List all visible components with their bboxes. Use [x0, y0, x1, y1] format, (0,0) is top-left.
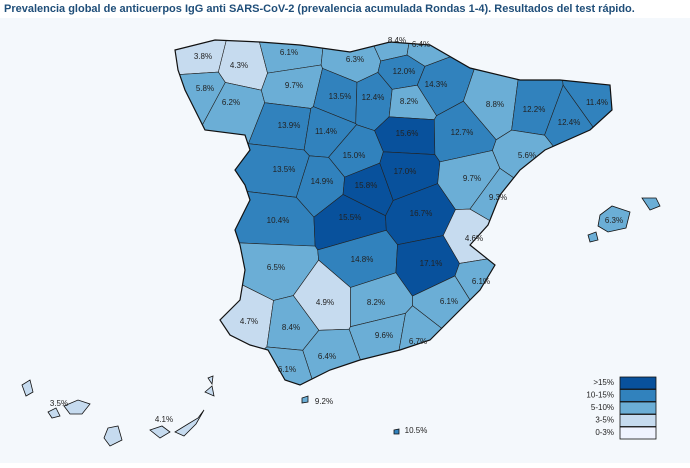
region-label: 12.4%	[362, 93, 385, 102]
region-label: 6.1%	[278, 365, 296, 374]
region-label: 15.0%	[343, 151, 366, 160]
region-label: 15.5%	[339, 213, 362, 222]
island	[641, 197, 661, 211]
region-label: 9.3%	[489, 193, 507, 202]
region-label: 5.6%	[518, 151, 536, 160]
region-label: 4.7%	[240, 317, 258, 326]
region-label: 12.0%	[393, 67, 416, 76]
legend-swatch	[619, 376, 657, 390]
island	[393, 428, 400, 435]
title: Prevalencia global de anticuerpos IgG an…	[4, 3, 635, 15]
region-label: 9.2%	[315, 397, 333, 406]
island	[207, 375, 214, 386]
region-label: 6.3%	[346, 55, 364, 64]
region-label: 5.8%	[196, 84, 214, 93]
region-label: 8.8%	[486, 100, 504, 109]
region-label: 10.4%	[267, 216, 290, 225]
region-label: 12.7%	[451, 128, 474, 137]
labels: 3.8% 4.3% 5.8% 6.2% 6.1% 6.3% 8.4% 6.4% 12.0% 14.…	[50, 36, 623, 435]
region-label: 13.5%	[329, 92, 352, 101]
region-label: 4.6%	[465, 234, 483, 243]
region-label: 13.5%	[273, 165, 296, 174]
legend-label: 10-15%	[586, 391, 614, 400]
region-label: 6.1%	[472, 277, 490, 286]
mainland-outline	[174, 39, 613, 386]
region-label: 4.1%	[155, 415, 173, 424]
region-label: 8.2%	[400, 97, 418, 106]
region-label: 4.9%	[316, 298, 334, 307]
region-label: 12.4%	[558, 118, 581, 127]
region-label: 6.2%	[222, 98, 240, 107]
region-label: 6.1%	[440, 297, 458, 306]
island	[47, 407, 61, 419]
region-label: 6.1%	[280, 48, 298, 57]
region-label: 4.3%	[230, 61, 248, 70]
legend-swatch	[619, 401, 657, 415]
legend-label: >15%	[593, 378, 614, 387]
legend-swatch	[619, 414, 657, 427]
island	[21, 379, 34, 397]
island	[63, 399, 91, 415]
region-label: 16.7%	[410, 209, 433, 218]
region-label: 14.8%	[351, 255, 374, 264]
region-label: 3.8%	[194, 52, 212, 61]
legend-label: 0-3%	[595, 428, 614, 437]
region-label: 8.4%	[388, 36, 406, 45]
region-label: 17.0%	[394, 167, 417, 176]
region-label: 3.5%	[50, 399, 68, 408]
island	[301, 395, 309, 404]
region-label: 6.5%	[267, 263, 285, 272]
island	[149, 425, 171, 439]
region-label: 9.6%	[375, 331, 393, 340]
legend: >15% 10-15% 5-10% 3-5% 0-3%	[586, 376, 657, 440]
region-label: 15.6%	[396, 129, 419, 138]
region-label: 12.2%	[523, 105, 546, 114]
region-label: 6.7%	[409, 337, 427, 346]
island	[204, 385, 215, 397]
legend-label: 3-5%	[595, 416, 614, 425]
region-label: 11.4%	[586, 98, 608, 107]
region-label: 6.3%	[605, 216, 623, 225]
island	[597, 205, 631, 233]
islands	[21, 197, 661, 447]
region-label: 14.3%	[425, 80, 448, 89]
legend-swatch	[619, 389, 657, 402]
region-label: 17.1%	[420, 259, 443, 268]
region-label: 9.7%	[285, 81, 303, 90]
region-label: 8.2%	[367, 298, 385, 307]
region-label: 6.4%	[318, 352, 336, 361]
island	[587, 231, 599, 243]
region-label: 8.4%	[282, 323, 300, 332]
region-label: 14.9%	[311, 177, 334, 186]
region-label: 10.5%	[405, 426, 428, 435]
legend-label: 5-10%	[591, 403, 614, 412]
island	[174, 409, 205, 437]
legend-swatch	[619, 426, 657, 440]
region-label: 6.4%	[412, 40, 430, 49]
region-label: 9.7%	[463, 174, 481, 183]
region-label: 11.4%	[315, 127, 337, 136]
island	[103, 425, 123, 447]
region-label: 13.9%	[278, 121, 301, 130]
region-label: 15.8%	[355, 181, 378, 190]
